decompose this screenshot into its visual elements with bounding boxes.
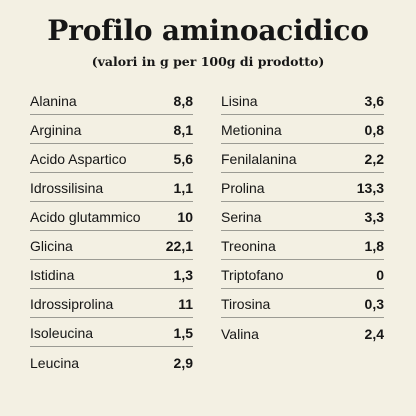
amino-value: 8,1 (173, 122, 193, 138)
amino-value: 11 (178, 296, 193, 312)
amino-value: 2,2 (364, 151, 384, 167)
table-row: Glicina 22,1 (30, 231, 193, 260)
amino-value: 0,3 (364, 296, 384, 312)
amino-value: 22,1 (165, 238, 193, 254)
table-row: Isoleucina 1,5 (30, 318, 193, 347)
amino-value: 8,8 (173, 93, 193, 109)
table-row: Fenilalanina 2,2 (221, 144, 384, 173)
table-row: Acido Aspartico 5,6 (30, 144, 193, 173)
table-row: Istidina 1,3 (30, 260, 193, 289)
amino-value: 1,5 (173, 325, 193, 341)
amino-name: Lisina (221, 93, 258, 109)
amino-name: Acido Aspartico (30, 151, 127, 167)
table-row: Treonina 1,8 (221, 231, 384, 260)
amino-value: 1,8 (364, 238, 384, 254)
amino-name: Idrossilisina (30, 180, 104, 196)
table-row: Valina 2,4 (221, 318, 384, 347)
amino-name: Alanina (30, 93, 77, 109)
amino-value: 2,4 (364, 325, 384, 342)
amino-value: 10 (177, 209, 193, 225)
amino-value: 1,3 (173, 267, 193, 283)
amino-value: 0 (376, 267, 384, 283)
amino-name: Metionina (221, 122, 282, 138)
amino-value: 1,1 (173, 180, 193, 196)
amino-name: Treonina (221, 238, 276, 254)
amino-name: Arginina (30, 122, 82, 138)
table-row: Idrossilisina 1,1 (30, 173, 193, 202)
amino-table-right: Lisina 3,6 Metionina 0,8 Fenilalanina 2,… (221, 86, 384, 347)
table-row: Serina 3,3 (221, 202, 384, 231)
amino-name: Triptofano (221, 267, 284, 283)
amino-name: Leucina (30, 354, 80, 371)
table-row: Triptofano 0 (221, 260, 384, 289)
page-subtitle: (valori in g per 100g di prodotto) (91, 54, 325, 69)
amino-table-left: Alanina 8,8 Arginina 8,1 Acido Aspartico… (30, 86, 193, 376)
table-row: Metionina 0,8 (221, 115, 384, 144)
amino-name: Acido glutammico (30, 209, 141, 225)
amino-name: Valina (221, 325, 259, 342)
table-row: Tirosina 0,3 (221, 289, 384, 318)
amino-name: Idrossiprolina (30, 296, 114, 312)
amino-value: 2,9 (173, 354, 193, 371)
table-row: Acido glutammico 10 (30, 202, 193, 231)
table-row: Arginina 8,1 (30, 115, 193, 144)
table-row: Leucina 2,9 (30, 347, 193, 376)
amino-name: Isoleucina (30, 325, 94, 341)
table-row: Lisina 3,6 (221, 86, 384, 115)
amino-value: 0,8 (364, 122, 384, 138)
page-title: Profilo aminoacidico (47, 14, 369, 47)
amino-name: Istidina (30, 267, 75, 283)
amino-value: 13,3 (356, 180, 384, 196)
amino-name: Serina (221, 209, 262, 225)
amino-value: 3,3 (364, 209, 384, 225)
table-row: Idrossiprolina 11 (30, 289, 193, 318)
table-row: Alanina 8,8 (30, 86, 193, 115)
table-row: Prolina 13,3 (221, 173, 384, 202)
amino-name: Glicina (30, 238, 73, 254)
amino-name: Tirosina (221, 296, 271, 312)
amino-value: 3,6 (364, 93, 384, 109)
amino-value: 5,6 (173, 151, 193, 167)
amino-name: Fenilalanina (221, 151, 297, 167)
amino-name: Prolina (221, 180, 265, 196)
